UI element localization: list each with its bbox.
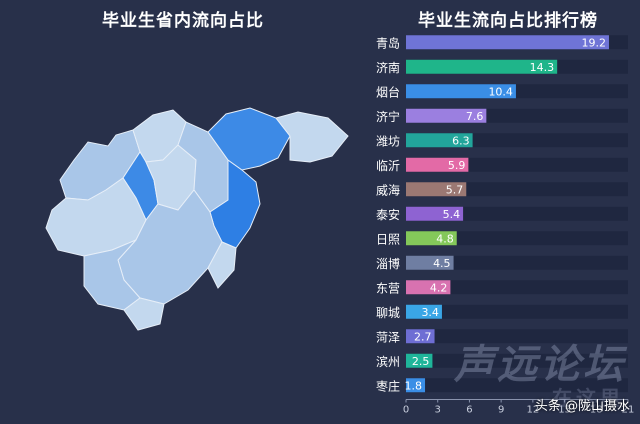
value-label: 2.5 bbox=[412, 355, 430, 368]
value-label: 5.9 bbox=[448, 159, 466, 172]
bar bbox=[406, 59, 558, 74]
map-title: 毕业生省内流向占比 bbox=[102, 11, 264, 31]
value-label: 5.7 bbox=[446, 183, 464, 196]
category-label: 济南 bbox=[376, 60, 400, 75]
value-label: 19.2 bbox=[581, 36, 606, 49]
bar bbox=[406, 35, 609, 50]
bar-track bbox=[406, 255, 628, 270]
value-label: 14.3 bbox=[530, 61, 555, 74]
x-tick-label: 21 bbox=[622, 405, 635, 416]
shandong-map: .mr { stroke: #e6eef8; stroke-width: 1; … bbox=[45, 107, 349, 331]
value-label: 4.5 bbox=[433, 257, 451, 270]
bar-track bbox=[406, 378, 628, 393]
x-tick-label: 0 bbox=[403, 405, 409, 416]
value-label: 4.2 bbox=[430, 281, 448, 294]
map-region-weihai bbox=[275, 111, 349, 163]
bar bbox=[406, 329, 435, 344]
chart-title: 毕业生流向占比排行榜 bbox=[418, 11, 598, 31]
bar bbox=[406, 182, 467, 197]
category-label: 菏泽 bbox=[376, 330, 400, 344]
bar-series: 青岛 19.2 济南 14.3 烟台 10.4 济宁 7.6 潍坊 6.3 临沂 5.9 威海 5.7 泰安… bbox=[376, 35, 628, 393]
bar-track bbox=[406, 231, 628, 246]
category-label: 泰安 bbox=[376, 207, 400, 222]
category-label: 东营 bbox=[376, 281, 400, 295]
value-label: 6.3 bbox=[452, 134, 470, 147]
category-label: 威海 bbox=[376, 182, 400, 197]
x-tick-label: 3 bbox=[435, 405, 441, 416]
bar bbox=[406, 84, 516, 99]
bar bbox=[406, 255, 454, 270]
x-tick-label: 9 bbox=[498, 405, 504, 416]
category-label: 济宁 bbox=[376, 109, 400, 124]
bar bbox=[406, 108, 487, 123]
category-label: 临沂 bbox=[376, 159, 400, 173]
value-label: 2.7 bbox=[414, 330, 432, 343]
bar bbox=[406, 206, 464, 221]
watermark-subtext: 在这里 bbox=[552, 386, 624, 410]
value-label: 1.8 bbox=[405, 379, 423, 392]
x-tick-label: 12 bbox=[526, 405, 539, 416]
credit-label: 头条 @陇山摄水 bbox=[534, 399, 630, 414]
category-label: 青岛 bbox=[376, 35, 400, 50]
map-region-yantai bbox=[207, 107, 291, 171]
bar-track bbox=[406, 353, 628, 368]
category-label: 潍坊 bbox=[376, 133, 400, 148]
value-label: 4.8 bbox=[436, 232, 454, 245]
bar bbox=[406, 133, 473, 148]
category-label: 日照 bbox=[376, 232, 400, 246]
x-tick-label: 15 bbox=[558, 405, 571, 416]
watermark-text: 声远论坛 bbox=[454, 342, 626, 388]
x-axis: 0 3 6 9 12 15 18 21 bbox=[403, 399, 635, 416]
value-label: 7.6 bbox=[466, 110, 484, 123]
x-tick-label: 18 bbox=[590, 405, 603, 416]
value-label: 3.4 bbox=[421, 306, 439, 319]
map-region-south-tip bbox=[123, 297, 165, 331]
bar bbox=[406, 304, 442, 319]
bar bbox=[406, 353, 433, 368]
value-label: 5.4 bbox=[443, 208, 461, 221]
bar-track bbox=[406, 329, 628, 344]
x-tick-label: 6 bbox=[466, 405, 472, 416]
bar bbox=[406, 231, 457, 246]
category-label: 枣庄 bbox=[376, 378, 400, 393]
category-label: 烟台 bbox=[376, 84, 400, 99]
bar-track bbox=[406, 280, 628, 295]
bar bbox=[406, 280, 451, 295]
bar bbox=[406, 157, 469, 172]
map-region-rizhao bbox=[207, 241, 237, 289]
category-label: 淄博 bbox=[376, 256, 400, 271]
value-label: 10.4 bbox=[488, 85, 513, 98]
bar-track bbox=[406, 304, 628, 319]
category-label: 聊城 bbox=[376, 306, 400, 320]
bar bbox=[406, 378, 426, 393]
category-label: 滨州 bbox=[376, 354, 400, 369]
